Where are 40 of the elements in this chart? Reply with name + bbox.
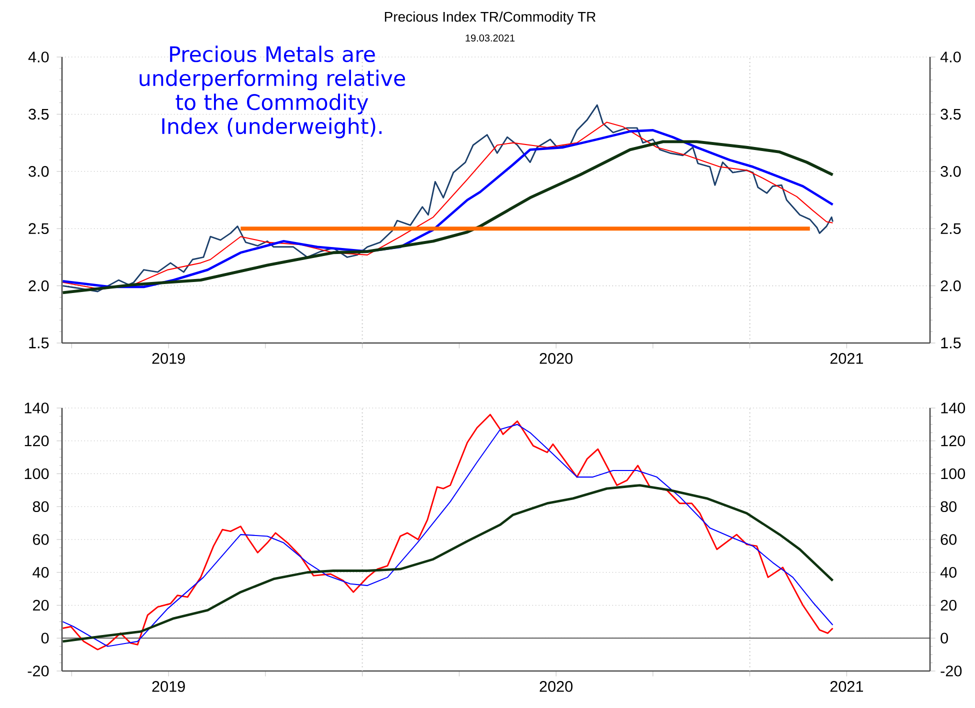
y2-tick-label: 0 xyxy=(940,632,948,644)
x-tick-label: 2021 xyxy=(830,353,863,364)
y2-tick-label: 3.5 xyxy=(940,108,961,120)
chart-title: Precious Index TR/Commodity TR xyxy=(384,11,596,25)
x-tick-label: 2020 xyxy=(540,681,573,692)
y2-tick-label: 140 xyxy=(941,402,966,414)
y2-tick-label: 3.0 xyxy=(940,166,961,177)
y2-tick-label: 4.0 xyxy=(940,52,961,62)
y2-tick-label: 20 xyxy=(940,600,957,611)
chart-subtitle: 19.03.2021 xyxy=(466,34,515,42)
line-series xyxy=(62,484,834,643)
y2-tick-label: 60 xyxy=(940,534,957,545)
y2-tick-label: 40 xyxy=(940,566,957,578)
y-tick-label: -20 xyxy=(28,666,49,676)
annotation: Precious Metals are underperforming relative to the Commodity Index (underweight). xyxy=(140,46,405,138)
y-tick-label: 2.0 xyxy=(28,280,49,292)
x-tick-label: 2019 xyxy=(152,353,185,364)
y-tick-label: 2.5 xyxy=(28,223,49,234)
y-tick-label: 3.0 xyxy=(28,166,49,177)
y2-tick-label: 100 xyxy=(941,468,966,480)
y-tick-label: 80 xyxy=(32,501,49,512)
y-tick-label: 40 xyxy=(32,566,49,578)
y-tick-label: 140 xyxy=(24,402,49,414)
y2-tick-label: -20 xyxy=(940,666,962,676)
y-tick-label: 4.0 xyxy=(28,52,49,62)
y2-tick-label: 120 xyxy=(941,435,966,446)
y-tick-label: 60 xyxy=(33,534,49,545)
y2-tick-label: 2.0 xyxy=(940,280,961,292)
y-tick-label: 3.5 xyxy=(28,108,49,120)
x-tick-label: 2021 xyxy=(830,681,863,692)
y2-tick-label: 1.5 xyxy=(941,338,961,348)
x-tick-label: 2019 xyxy=(152,681,185,692)
x-tick-label: 2020 xyxy=(540,353,573,364)
y-tick-label: 100 xyxy=(24,468,49,480)
y-tick-label: 0 xyxy=(41,632,49,644)
y-tick-label: 120 xyxy=(24,435,49,446)
y2-tick-label: 2.5 xyxy=(940,223,961,234)
y-tick-label: 20 xyxy=(33,600,49,611)
y2-tick-label: 80 xyxy=(940,501,957,512)
y-tick-label: 1.5 xyxy=(29,338,49,348)
